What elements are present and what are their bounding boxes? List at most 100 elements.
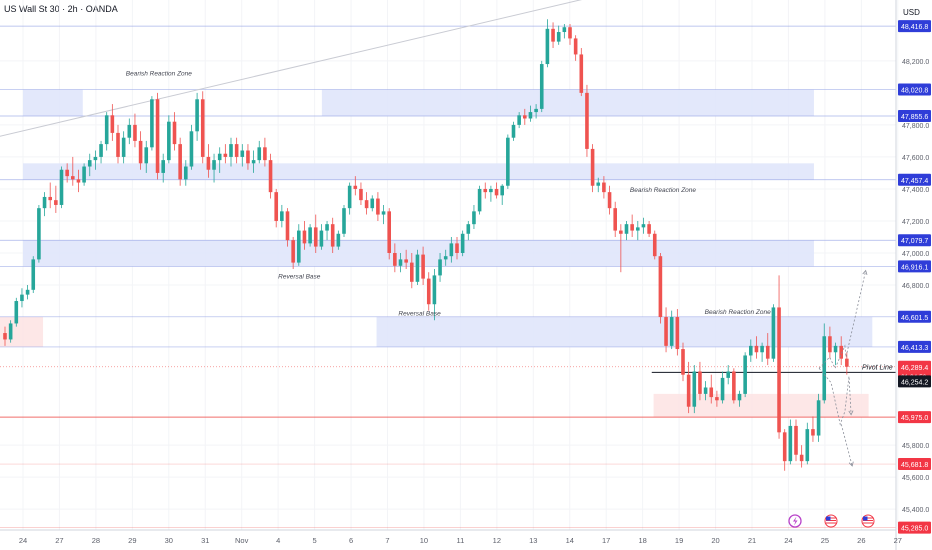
candle-body bbox=[443, 256, 448, 260]
candle-body bbox=[777, 307, 781, 433]
y-tick-label: 45,600.0 bbox=[902, 475, 929, 482]
candle-body bbox=[353, 185, 358, 189]
candle bbox=[110, 104, 115, 141]
candle bbox=[664, 307, 668, 353]
trendline bbox=[0, 0, 583, 137]
candle bbox=[71, 156, 75, 186]
x-tick-label: 25 bbox=[821, 536, 829, 545]
candle bbox=[607, 185, 612, 215]
candle bbox=[438, 252, 442, 282]
x-tick-label: 10 bbox=[420, 536, 428, 545]
candle bbox=[195, 92, 199, 141]
candle bbox=[777, 275, 781, 439]
candle-body bbox=[178, 144, 182, 180]
candle bbox=[432, 269, 437, 321]
trendline-layer bbox=[0, 0, 583, 137]
candle bbox=[602, 176, 606, 199]
candle bbox=[410, 252, 414, 289]
x-tick-label: 14 bbox=[566, 536, 574, 545]
price-level-badge-bg bbox=[898, 340, 931, 353]
candle-body bbox=[223, 153, 228, 157]
candle bbox=[828, 326, 832, 359]
zone-rect bbox=[23, 89, 83, 116]
candle bbox=[415, 249, 420, 286]
x-tick-label: 19 bbox=[675, 536, 683, 545]
candle bbox=[200, 91, 205, 164]
candle-body bbox=[703, 387, 708, 394]
candle bbox=[59, 166, 64, 209]
symbol-title[interactable]: US Wall St 30 · 2h · OANDA bbox=[4, 4, 118, 14]
candle-body bbox=[765, 345, 770, 359]
candle-body bbox=[370, 198, 375, 209]
candle-body bbox=[155, 99, 160, 173]
candle bbox=[370, 195, 375, 212]
candle bbox=[330, 217, 335, 253]
candle-body bbox=[698, 371, 702, 394]
candle-body bbox=[280, 211, 284, 221]
candle-body bbox=[720, 377, 725, 401]
candle-body bbox=[534, 108, 538, 113]
candle-body bbox=[59, 169, 64, 205]
x-tick-label: 24 bbox=[19, 536, 27, 545]
price-level-badge-bg bbox=[898, 20, 931, 33]
candle bbox=[381, 204, 386, 225]
candle-body bbox=[681, 349, 685, 375]
candle-body bbox=[658, 256, 663, 318]
candle bbox=[189, 124, 194, 170]
candle bbox=[788, 419, 793, 465]
candle-body bbox=[500, 185, 504, 196]
time-axis[interactable]: 24 27 28 29 30 31 Nov 4 5 6 7 10 11 12 13 14 17 18 19 20 21 2… bbox=[19, 536, 902, 545]
candle-body bbox=[573, 38, 578, 55]
candle bbox=[811, 416, 815, 442]
candle bbox=[647, 220, 651, 237]
price-axis[interactable]: 48,200.0 47,800.0 47,600.0 47,400.0 47,200.0… bbox=[898, 20, 931, 534]
candle bbox=[839, 336, 843, 366]
candle bbox=[506, 134, 510, 189]
candle-body bbox=[313, 227, 318, 247]
x-tick-label: 12 bbox=[493, 536, 501, 545]
candle bbox=[556, 25, 561, 45]
x-tick-label: 7 bbox=[385, 536, 389, 545]
candle-body bbox=[816, 400, 821, 436]
y-tick-label: 45,400.0 bbox=[902, 507, 929, 514]
us-flag-icon[interactable] bbox=[861, 514, 875, 528]
candle-body bbox=[393, 252, 397, 266]
candle-body bbox=[133, 124, 137, 141]
candles bbox=[3, 19, 849, 471]
y-tick-label: 47,600.0 bbox=[902, 155, 929, 162]
candle-body bbox=[14, 301, 19, 324]
candle-body bbox=[607, 192, 612, 209]
candle-body bbox=[636, 227, 640, 231]
y-tick-label: 47,800.0 bbox=[902, 123, 929, 130]
price-level-badge-bg bbox=[898, 234, 931, 247]
candle-body bbox=[291, 240, 295, 263]
annotation-label: Reversal Base bbox=[278, 274, 321, 281]
candle-body bbox=[692, 371, 697, 407]
candle bbox=[833, 342, 838, 366]
candle bbox=[387, 208, 391, 260]
price-level-badge: 48,020.8 bbox=[901, 88, 928, 95]
x-tick-label: 5 bbox=[313, 536, 317, 545]
candle-body bbox=[404, 259, 408, 263]
candle-body bbox=[229, 144, 233, 157]
currency-label[interactable]: USD bbox=[903, 8, 920, 17]
price-level-badge: 45,975.0 bbox=[901, 415, 928, 422]
dividend-icon[interactable] bbox=[788, 514, 802, 528]
us-flag-icon[interactable] bbox=[824, 514, 838, 528]
zone-rect bbox=[376, 316, 873, 347]
candle-body bbox=[172, 121, 177, 145]
candle bbox=[364, 192, 369, 215]
annotation-label: Bearish Reaction Zone bbox=[126, 70, 193, 77]
candle bbox=[426, 272, 431, 311]
candle bbox=[161, 153, 165, 183]
candle-body bbox=[788, 425, 793, 462]
candle-body bbox=[330, 224, 335, 247]
price-level-badge: 48,416.8 bbox=[901, 24, 928, 31]
candle-body bbox=[48, 196, 52, 201]
candle bbox=[805, 422, 810, 465]
candle-body bbox=[342, 208, 346, 234]
candle-body bbox=[596, 182, 601, 186]
candle-body bbox=[647, 224, 651, 234]
candle-body bbox=[737, 393, 742, 401]
